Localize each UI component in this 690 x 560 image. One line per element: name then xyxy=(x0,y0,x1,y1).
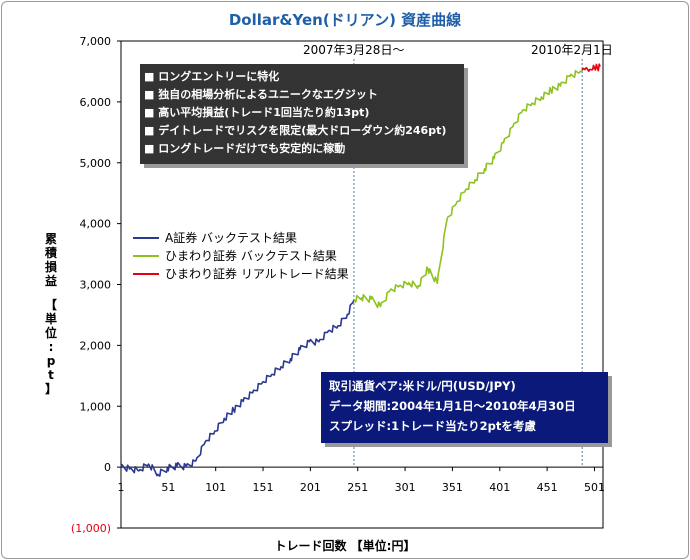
legend-label: A証券 バックテスト結果 xyxy=(165,231,298,245)
y-axis-label-char: t xyxy=(48,368,54,382)
x-tick-label: 201 xyxy=(300,481,321,494)
y-axis-label-char: 益 xyxy=(44,274,57,288)
feature-item: ■ ロングエントリーに特化 xyxy=(144,70,280,83)
y-tick-label: 7,000 xyxy=(80,35,112,48)
legend-item: A証券 バックテスト結果 xyxy=(133,229,349,247)
y-axis-label-gap xyxy=(44,288,58,298)
feature-item: ■ デイトレードでリスクを限定(最大ドローダウン約246pt) xyxy=(144,124,447,137)
y-axis-label: 累 積 損 益 【 単 位 : p t 】 xyxy=(44,232,58,396)
legend-swatch xyxy=(133,273,159,275)
features-box: ■ ロングエントリーに特化 ■ 独自の相場分析によるユニークなエグジット ■ 高… xyxy=(140,64,464,164)
y-tick-label: 3,000 xyxy=(80,279,112,292)
info-item: 取引通貨ペア:米ドル/円(USD/JPY) xyxy=(329,379,516,393)
series-line xyxy=(581,63,601,73)
x-tick-label: 151 xyxy=(253,481,274,494)
x-tick-label: 451 xyxy=(537,481,558,494)
x-tick-label: 401 xyxy=(489,481,510,494)
chart-legend: A証券 バックテスト結果 ひまわり証券 バックテスト結果 ひまわり証券 リアルト… xyxy=(133,229,349,283)
feature-item: ■ 独自の相場分析によるユニークなエグジット xyxy=(144,88,378,101)
legend-item: ひまわり証券 リアルトレード結果 xyxy=(133,265,349,283)
y-axis-label-char: 累 xyxy=(44,232,57,246)
y-tick-label: 2,000 xyxy=(80,339,112,352)
y-axis-label-char: 積 xyxy=(44,246,57,260)
x-tick-label: 351 xyxy=(442,481,463,494)
x-tick-label: 1 xyxy=(118,481,125,494)
end-date-annotation: 2010年2月1日 xyxy=(531,43,613,57)
x-tick-label: 51 xyxy=(161,481,175,494)
start-date-annotation: 2007年3月28日～ xyxy=(303,43,405,57)
y-axis-label-char: 損 xyxy=(44,260,57,274)
y-axis-label-char: 【 xyxy=(44,298,57,312)
y-tick-label: 4,000 xyxy=(80,218,112,231)
y-tick-label: 0 xyxy=(104,461,111,474)
y-axis-label-char: 】 xyxy=(44,382,57,396)
series-line xyxy=(120,299,355,477)
x-tick-label: 251 xyxy=(347,481,368,494)
y-tick-label: 6,000 xyxy=(80,96,112,109)
y-tick-label: (1,000) xyxy=(71,522,111,535)
legend-swatch xyxy=(133,255,159,257)
chart-title: Dollar&Yen(ドリアン) 資産曲線 xyxy=(228,11,462,29)
feature-item: ■ 高い平均損益(トレード1回当たり約13pt) xyxy=(144,106,370,119)
series-line xyxy=(353,69,583,309)
x-axis-label: トレード回数 【単位:円】 xyxy=(274,539,416,553)
x-tick-label: 301 xyxy=(395,481,416,494)
info-item: データ期間:2004年1月1日～2010年4月30日 xyxy=(329,399,576,413)
y-tick-label: 1,000 xyxy=(80,400,112,413)
y-tick-label: 5,000 xyxy=(80,157,112,170)
info-item: スプレッド:1トレード当たり2ptを考慮 xyxy=(329,419,536,433)
y-axis-label-char: 位 xyxy=(44,326,57,340)
y-axis-label-char: : xyxy=(48,340,54,354)
y-axis-label-char: 単 xyxy=(44,312,57,326)
x-tick-label: 101 xyxy=(205,481,226,494)
legend-swatch xyxy=(133,237,159,239)
feature-item: ■ ロングトレードだけでも安定的に稼動 xyxy=(144,142,346,155)
legend-item: ひまわり証券 バックテスト結果 xyxy=(133,247,349,265)
info-box: 取引通貨ペア:米ドル/円(USD/JPY) データ期間:2004年1月1日～20… xyxy=(321,372,608,443)
y-axis-label-char: p xyxy=(46,354,56,368)
x-tick-label: 501 xyxy=(584,481,605,494)
legend-label: ひまわり証券 バックテスト結果 xyxy=(165,249,337,263)
legend-label: ひまわり証券 リアルトレード結果 xyxy=(165,267,349,281)
